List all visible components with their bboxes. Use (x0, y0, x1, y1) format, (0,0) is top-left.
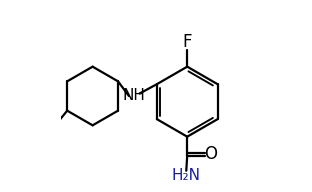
Text: F: F (183, 33, 192, 51)
Text: O: O (204, 145, 217, 163)
Text: NH: NH (123, 88, 146, 103)
Text: H₂N: H₂N (172, 168, 201, 183)
